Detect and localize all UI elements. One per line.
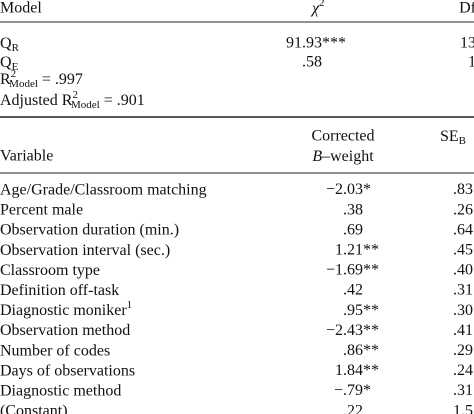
header-model: Model: [0, 0, 42, 17]
df-value: 1: [468, 54, 474, 71]
b-weight-value: −2.03*: [326, 181, 371, 198]
text-part: Age/Grade/Classroom matching: [0, 181, 207, 198]
text-part: R: [0, 71, 11, 88]
text-part: Definition off-task: [0, 282, 119, 299]
subscript: Model: [9, 78, 38, 90]
b-weight-value: −.79*: [334, 382, 371, 399]
row-label: QR: [0, 35, 20, 54]
text-part: χ: [310, 0, 320, 17]
header-weight: Corrected: [311, 128, 374, 145]
se-value: .29: [453, 342, 473, 359]
header-se: SEB: [440, 128, 466, 147]
text-part: Q: [0, 35, 12, 52]
text-part: –weight: [321, 148, 374, 165]
text-part: Observation method: [0, 322, 130, 339]
variable-label: Percent male: [0, 201, 83, 218]
variable-label: Observation duration (min.): [0, 221, 179, 238]
superscript: 2: [319, 0, 325, 9]
b-weight-value: .69: [343, 221, 363, 238]
variable-label: Diagnostic moniker1: [0, 299, 132, 319]
chi-square-value: 91.93***: [286, 35, 346, 52]
se-value: .45: [453, 241, 473, 258]
text-part: Observation duration (min.): [0, 221, 179, 238]
b-weight-value: 1.84**: [335, 362, 379, 379]
se-value: 1.57: [453, 402, 474, 414]
se-value: .64: [453, 221, 473, 238]
se-value: .24: [453, 362, 473, 379]
text-part: = .997: [42, 71, 83, 88]
se-value: .40: [453, 262, 473, 279]
variable-label: Days of observations: [0, 362, 135, 379]
header-variable: Variable: [0, 148, 53, 165]
row-label: QE: [0, 54, 19, 73]
b-weight-value: 1.21**: [335, 241, 379, 258]
text-part: Q: [0, 54, 12, 71]
variable-label: Observation interval (sec.): [0, 241, 170, 258]
text-part: R: [62, 92, 73, 109]
se-value: .31: [453, 282, 473, 299]
text-part: = .901: [104, 92, 145, 109]
header-chi-square: χ2: [310, 0, 325, 17]
variable-label: (Constant): [0, 402, 68, 414]
superscript: 1: [127, 299, 133, 311]
header-df: Df: [459, 0, 474, 17]
text-part: Percent male: [0, 201, 83, 218]
b-weight-value: −2.43**: [326, 322, 379, 339]
df-value: 13: [460, 35, 474, 52]
variable-label: Classroom type: [0, 262, 100, 279]
se-value: .26: [453, 201, 473, 218]
variable-label: Number of codes: [0, 342, 110, 359]
adjusted-r-squared: Adjusted R2 Model = .901: [0, 89, 145, 111]
b-weight-value: −1.69**: [326, 262, 379, 279]
r-squared: R2 Model = .997: [0, 68, 83, 90]
b-weight-value: .38: [343, 201, 363, 218]
subscript: Model: [71, 99, 100, 111]
text-part: Number of codes: [0, 342, 110, 359]
se-value: .30: [453, 302, 473, 319]
variable-label: Diagnostic method: [0, 382, 121, 399]
b-weight-value: .42: [343, 282, 363, 299]
header-weight: B–weight: [312, 148, 374, 165]
text-part: (Constant): [0, 402, 68, 414]
subscript: B: [459, 135, 466, 147]
text-part: Diagnostic method: [0, 382, 121, 399]
text-part: Diagnostic moniker: [0, 302, 127, 319]
subscript: R: [12, 42, 20, 54]
subscript: E: [12, 61, 19, 73]
chi-square-value: .58: [302, 54, 322, 71]
variable-label: Observation method: [0, 322, 130, 339]
b-weight-value: .95**: [343, 302, 379, 319]
superscript: 2: [11, 68, 17, 80]
text-part: B: [312, 148, 322, 165]
variable-label: Age/Grade/Classroom matching: [0, 181, 207, 198]
se-value: .83: [453, 181, 473, 198]
text-part: Days of observations: [0, 362, 135, 379]
se-value: .31: [453, 382, 473, 399]
b-weight-value: .86**: [343, 342, 379, 359]
se-value: .41: [453, 322, 473, 339]
text-part: SE: [440, 128, 459, 145]
superscript: 2: [72, 89, 78, 101]
text-part: Classroom type: [0, 262, 100, 279]
text-part: Observation interval (sec.): [0, 241, 170, 258]
b-weight-value: .22: [343, 402, 363, 414]
text-part: Adjusted: [0, 92, 58, 109]
variable-label: Definition off-task: [0, 282, 119, 299]
